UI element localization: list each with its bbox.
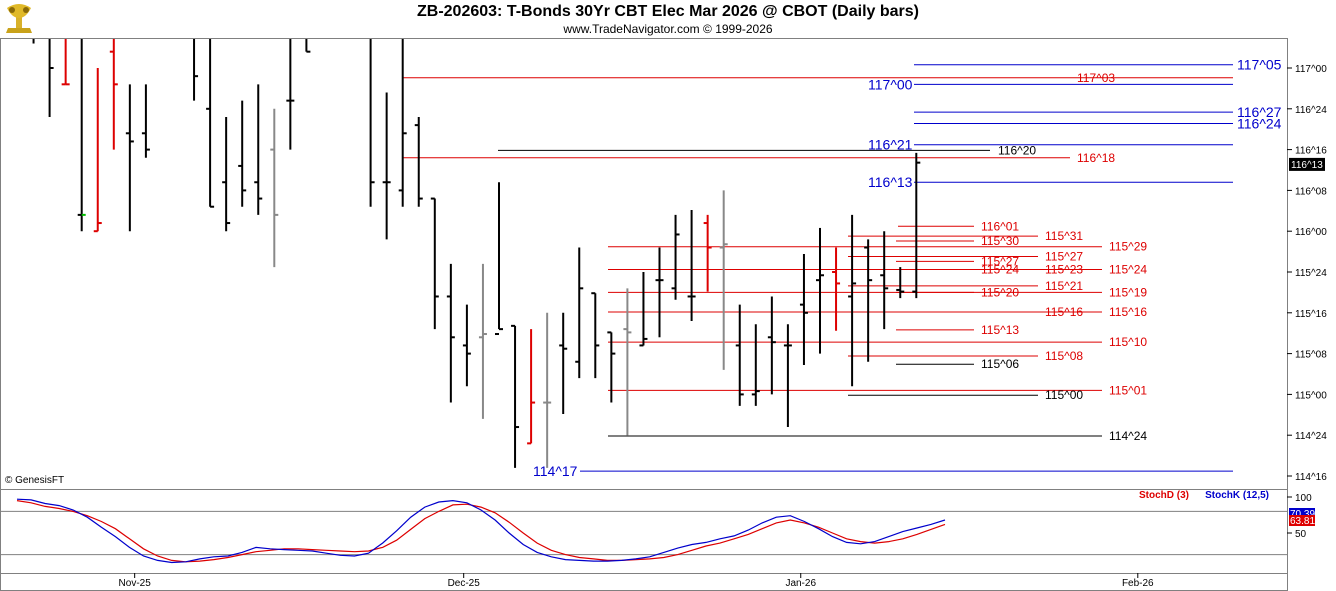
level-label: 115^21 <box>1045 279 1083 293</box>
level-label: 117^05 <box>1237 57 1282 73</box>
level-label: 116^21 <box>868 137 913 153</box>
y-axis-tick-label: 114^16 <box>1295 472 1327 483</box>
level-label: 115^20 <box>981 285 1019 299</box>
level-label: 117^03 <box>1077 71 1115 85</box>
level-label: 115^16 <box>1109 305 1147 319</box>
stochk-last-box <box>1289 508 1315 518</box>
level-label: 115^19 <box>1109 285 1147 299</box>
stochk-last-value: 70.39 <box>1290 509 1315 520</box>
level-label: 116^24 <box>1237 115 1282 131</box>
stoch-series-line <box>16 500 946 563</box>
level-label: 115^13 <box>981 323 1019 337</box>
level-label: 116^20 <box>998 143 1036 157</box>
stochastic-lines <box>1 498 1287 564</box>
chart-header: ZB-202603: T-Bonds 30Yr CBT Elec Mar 202… <box>0 0 1336 38</box>
last-price-badge: 116^13 <box>1289 157 1325 171</box>
level-label: 117^00 <box>868 76 913 92</box>
level-label: 114^24 <box>1109 429 1147 443</box>
price-bars <box>32 39 921 468</box>
stochastic-panel: StochD (3) StochK (12,5) 100 50 70.39 63.… <box>0 489 1315 574</box>
level-label: 115^01 <box>1109 383 1147 397</box>
level-label: 115^16 <box>1045 305 1083 319</box>
y-axis-tick-label: 115^16 <box>1295 309 1327 320</box>
level-label: 114^17 <box>533 463 578 479</box>
y-axis-tick-label: 115^00 <box>1295 390 1327 401</box>
last-price-label: 116^13 <box>1291 160 1323 171</box>
stoch-axis-tick-label: 100 <box>1295 493 1312 504</box>
stochd-legend: StochD (3) <box>1139 490 1189 501</box>
stochk-legend: StochK (12,5) <box>1205 490 1269 501</box>
stoch-axis-tick-label: 50 <box>1295 529 1307 540</box>
stochd-last-box <box>1289 515 1315 526</box>
level-label: 115^00 <box>1045 388 1083 402</box>
level-label: 115^27 <box>981 254 1019 268</box>
x-axis-frame <box>0 573 1288 591</box>
level-label: 115^24 <box>981 263 1019 277</box>
stoch-series-line <box>16 498 946 564</box>
y-axis-tick-label: 115^08 <box>1295 350 1327 361</box>
level-label: 115^24 <box>1109 263 1147 277</box>
level-label: 115^30 <box>981 234 1019 248</box>
bull-bear-trophy-icon <box>6 4 32 33</box>
y-axis-tick-label: 115^24 <box>1295 268 1327 279</box>
y-axis-tick-label: 116^16 <box>1295 146 1327 157</box>
level-label: 115^10 <box>1109 335 1147 349</box>
x-axis-tick-label: Dec-25 <box>448 578 481 589</box>
y-axis-tick-label: 116^00 <box>1295 227 1327 238</box>
y-axis-tick-label: 116^08 <box>1295 186 1327 197</box>
price-panel-frame <box>0 38 1288 490</box>
level-label: 115^08 <box>1045 349 1083 363</box>
price-y-axis[interactable]: 117^00 116^24 116^16 116^08 116^00 115^24 115^… <box>1287 64 1327 483</box>
y-axis-tick-label: 116^24 <box>1295 105 1327 116</box>
chart-title: ZB-202603: T-Bonds 30Yr CBT Elec Mar 202… <box>417 3 919 20</box>
level-label: 116^13 <box>868 174 913 190</box>
x-axis-tick-label: Feb-26 <box>1122 578 1154 589</box>
y-axis-tick-label: 114^24 <box>1295 431 1327 442</box>
y-axis-tick-label: 117^00 <box>1295 64 1327 75</box>
copyright-label: © GenesisFT <box>5 475 64 486</box>
x-axis-tick-label: Jan-26 <box>785 578 816 589</box>
level-label: 116^01 <box>981 219 1019 233</box>
level-label: 115^31 <box>1045 229 1083 243</box>
level-label: 115^29 <box>1109 240 1147 254</box>
level-label: 115^27 <box>1045 249 1083 263</box>
level-label: 116^27 <box>1237 104 1282 120</box>
last-price-box <box>1289 157 1325 171</box>
x-axis-tick-label: Nov-25 <box>119 578 152 589</box>
chart-subtitle: www.TradeNavigator.com © 1999-2026 <box>563 22 773 36</box>
stochd-last-value: 63.81 <box>1290 516 1315 527</box>
level-label: 116^18 <box>1077 151 1115 165</box>
stochastic-y-axis: 100 50 <box>1287 493 1312 540</box>
level-label: 115^06 <box>981 357 1019 371</box>
date-x-axis[interactable]: Nov-25 Dec-25 Jan-26 Feb-26 <box>0 573 1288 591</box>
